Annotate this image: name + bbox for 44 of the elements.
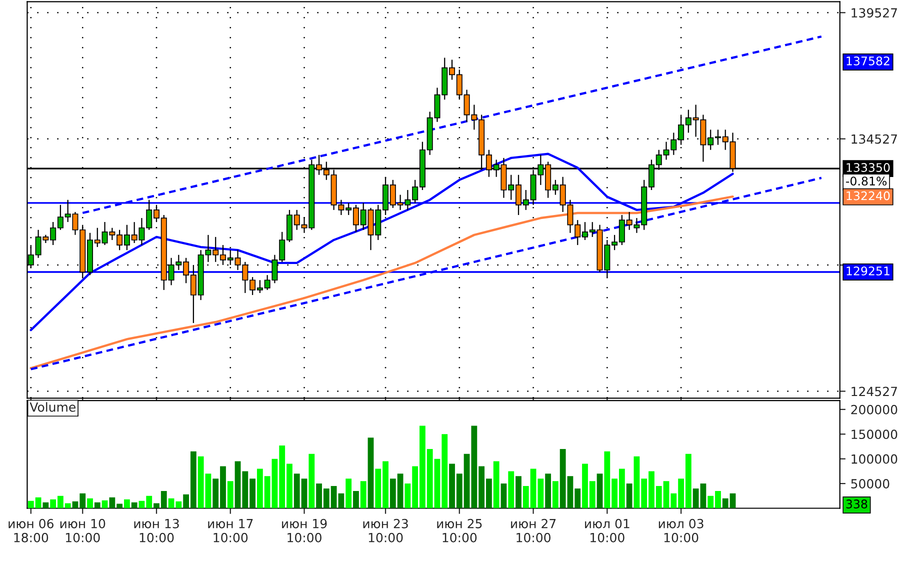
- bar: [500, 484, 507, 508]
- y-tick-label: 100000: [852, 454, 898, 464]
- y-tick-label: 200000: [851, 404, 898, 414]
- x-tick-label: июн 10 10:00: [60, 518, 106, 542]
- bar: [131, 502, 138, 508]
- bar: [87, 498, 93, 508]
- y-tick-label: 134527: [852, 134, 897, 144]
- x-tick-label: июн 25 10:00: [437, 518, 482, 542]
- bar: [626, 484, 632, 508]
- x-tick-label: июн 06 18:00: [8, 518, 54, 542]
- bar: [360, 481, 366, 508]
- x-tick-label: июл 01 10:00: [585, 518, 630, 542]
- bar: [508, 471, 514, 508]
- bar: [42, 502, 49, 508]
- text: 338: [846, 500, 868, 508]
- bar: [552, 481, 558, 508]
- y-tick-label: 50000: [851, 479, 890, 488]
- bar: [353, 490, 359, 508]
- text: -0.81%: [846, 176, 887, 186]
- bar: [516, 476, 522, 508]
- bar: [346, 478, 352, 508]
- bar: [308, 454, 315, 508]
- bar: [596, 474, 603, 508]
- x-tick-label: июн 17 10:00: [208, 519, 253, 542]
- y-tick-label: 139527: [852, 8, 897, 18]
- y-tick-label: 124527: [852, 386, 897, 396]
- bar: [227, 481, 234, 508]
- bar: [493, 461, 500, 508]
- bar: [94, 502, 100, 508]
- x-tick-label: июн 23 10:00: [363, 518, 408, 542]
- text: 137582: [846, 56, 890, 66]
- x-tick-label: июл 03 10:00: [658, 518, 704, 542]
- x-tick-label: июн 27 10:00: [511, 518, 556, 542]
- x-tick-label: июн 13 10:00: [134, 518, 179, 542]
- y-tick-label: 150000: [852, 430, 898, 440]
- line-series: [30, 195, 734, 370]
- chart-title: Volume: [30, 402, 76, 412]
- bar: [124, 499, 130, 508]
- bar: [368, 438, 374, 508]
- x-tick-label: июн 19 10:00: [282, 518, 327, 542]
- ref-line-label: 129251: [846, 266, 890, 276]
- text: 132240: [846, 191, 890, 200]
- ref-line-label: 133350: [846, 163, 890, 172]
- bar: [545, 474, 552, 508]
